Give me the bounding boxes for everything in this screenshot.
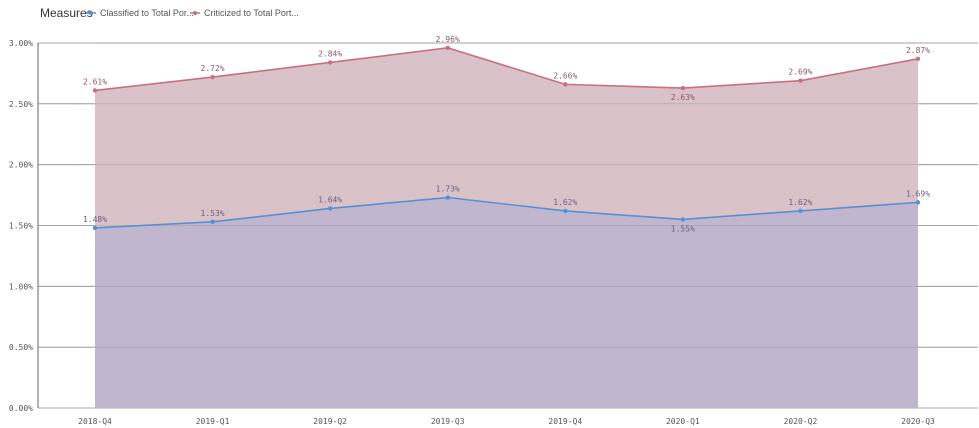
data-point [798, 208, 803, 214]
x-tick-label: 2020-Q3 [901, 417, 935, 426]
data-label: 2.72% [201, 64, 225, 73]
x-tick-label: 2018-Q4 [78, 417, 112, 426]
data-label: 2.69% [788, 68, 812, 77]
data-point [563, 208, 568, 214]
y-tick-label: 1.00% [9, 282, 33, 291]
y-tick-label: 3.00% [9, 39, 33, 48]
data-label: 1.55% [671, 224, 695, 233]
data-label: 1.64% [318, 195, 342, 204]
data-label: 1.48% [83, 215, 107, 224]
series-line-1 [94, 47, 919, 92]
data-point [563, 82, 568, 87]
data-label: 1.73% [436, 185, 460, 194]
data-label: 1.62% [553, 198, 577, 207]
series-line-0 [94, 196, 919, 229]
x-tick-label: 2020-Q1 [666, 417, 700, 426]
data-label: 2.96% [436, 35, 460, 44]
legend-marker-classified [89, 11, 93, 15]
data-label: 2.84% [318, 49, 342, 58]
data-point [92, 88, 98, 93]
x-tick-label: 2019-Q2 [313, 417, 347, 426]
data-label: 1.53% [201, 209, 225, 218]
data-label: 1.69% [906, 189, 930, 198]
x-tick-label: 2020-Q2 [784, 417, 818, 426]
data-point [327, 60, 333, 65]
legend-marker-criticized [193, 11, 197, 15]
data-point [92, 225, 98, 231]
data-label: 2.63% [671, 93, 695, 102]
y-tick-label: 1.50% [9, 222, 33, 231]
data-point [915, 200, 921, 205]
data-point [327, 206, 333, 211]
x-tick-label: 2019-Q1 [196, 417, 230, 426]
y-tick-label: 2.00% [9, 161, 33, 170]
area-fill-series-0 [95, 197, 918, 408]
y-tick-label: 2.50% [9, 100, 33, 109]
x-tick-label: 2019-Q4 [548, 417, 582, 426]
data-point [210, 219, 215, 225]
data-point [798, 78, 803, 83]
data-label: 2.66% [553, 71, 577, 80]
y-tick-label: 0.50% [9, 343, 33, 352]
legend-title: Measures [40, 6, 93, 20]
plot-area: 0.00% 0.50% 1.00% 1.50% 2.00% 2.50% 3.00% 1.48%… [9, 35, 978, 426]
data-point [445, 45, 450, 51]
data-point [210, 74, 215, 80]
legend-label-classified: Classified to Total Por... [100, 8, 194, 18]
data-point [680, 217, 686, 222]
x-tick-label: 2019-Q3 [431, 417, 465, 426]
data-label: 1.62% [788, 198, 812, 207]
data-point [445, 195, 450, 200]
legend-item-classified[interactable]: Classified to Total Por... [86, 8, 194, 18]
legend: Measures Classified to Total Por... Crit… [40, 6, 299, 20]
y-tick-label: 0.00% [9, 404, 33, 413]
data-point [915, 56, 921, 62]
legend-item-criticized[interactable]: Criticized to Total Port... [190, 8, 299, 18]
legend-label-criticized: Criticized to Total Port... [204, 8, 299, 18]
data-point [680, 85, 686, 91]
data-label: 2.61% [83, 77, 107, 86]
data-label: 2.87% [906, 46, 930, 55]
